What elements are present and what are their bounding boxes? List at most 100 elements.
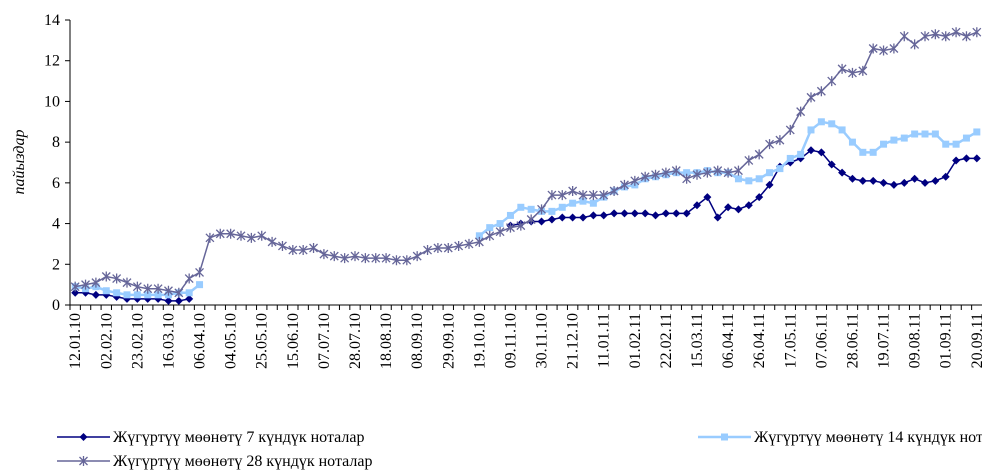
marker — [744, 201, 753, 210]
x-tick-label: 25.05.10 — [254, 313, 271, 369]
legend-label: Жүгүртүү мөөнөтү 14 күндүк ноталар — [754, 429, 982, 446]
marker — [952, 156, 961, 165]
marker — [588, 190, 598, 201]
series — [71, 146, 981, 305]
marker — [91, 290, 100, 299]
marker — [900, 178, 909, 187]
marker — [619, 179, 629, 190]
marker — [869, 176, 878, 185]
marker — [962, 134, 970, 142]
marker — [817, 148, 826, 157]
marker — [807, 126, 815, 134]
marker — [661, 209, 670, 218]
marker — [568, 186, 578, 196]
marker — [495, 226, 505, 237]
legend-item: Жүгүртүү мөөнөтү 14 күндүк ноталар — [698, 429, 982, 446]
x-tick-label: 23.02.10 — [129, 313, 146, 369]
y-tick-label: 12 — [44, 53, 60, 70]
marker — [609, 186, 619, 196]
marker — [920, 31, 930, 42]
series-line — [74, 120, 978, 297]
x-tick-label: 19.10.10 — [471, 313, 488, 369]
marker — [910, 174, 919, 183]
x-tick-label: 15.03.11 — [689, 313, 706, 368]
marker — [486, 224, 494, 232]
marker — [423, 245, 433, 256]
marker — [734, 175, 742, 183]
x-tick-label: 06.04.10 — [192, 313, 209, 369]
marker — [547, 215, 556, 224]
marker — [537, 217, 546, 226]
y-tick-label: 2 — [52, 256, 60, 273]
marker — [755, 175, 763, 183]
marker — [122, 277, 132, 288]
marker — [433, 243, 443, 253]
marker — [713, 165, 723, 176]
marker — [505, 222, 515, 233]
marker — [651, 169, 661, 180]
marker — [277, 240, 287, 251]
marker — [671, 165, 681, 176]
marker — [309, 243, 319, 253]
marker — [776, 165, 784, 173]
marker — [838, 126, 846, 134]
marker — [267, 236, 277, 247]
marker — [672, 209, 681, 218]
marker — [921, 130, 929, 138]
y-tick-label: 8 — [52, 134, 60, 151]
x-tick-label: 07.07.10 — [316, 313, 333, 369]
x-tick-label: 01.09.11 — [938, 313, 955, 368]
marker — [257, 230, 267, 241]
marker — [70, 281, 80, 292]
marker — [599, 211, 608, 220]
marker — [101, 271, 111, 282]
marker — [579, 197, 587, 205]
legend-marker — [79, 433, 88, 441]
marker — [786, 154, 794, 162]
marker — [930, 29, 940, 40]
marker — [102, 287, 110, 295]
legend-item: Жүгүртүү мөөнөтү 28 күндүк ноталар — [57, 453, 372, 470]
x-tick-label: 12.01.10 — [67, 313, 84, 369]
marker — [548, 207, 556, 215]
marker — [828, 120, 836, 128]
marker — [973, 128, 981, 136]
marker — [516, 220, 526, 231]
marker — [733, 165, 743, 176]
marker — [185, 289, 193, 297]
marker — [185, 294, 194, 303]
x-tick-label: 26.04.11 — [751, 313, 768, 368]
marker — [568, 213, 577, 222]
marker — [164, 296, 173, 305]
marker — [972, 154, 981, 163]
marker — [889, 43, 899, 54]
marker — [91, 277, 101, 288]
marker — [899, 31, 909, 42]
marker — [754, 149, 764, 160]
marker — [879, 178, 888, 187]
marker — [196, 281, 204, 289]
marker — [236, 230, 246, 241]
marker — [921, 178, 929, 187]
marker — [765, 139, 775, 150]
marker — [879, 45, 889, 56]
y-tick-label: 6 — [52, 175, 60, 192]
marker — [475, 232, 483, 240]
marker — [858, 176, 867, 185]
y-tick-label: 10 — [44, 93, 60, 110]
marker — [785, 124, 795, 135]
marker — [817, 118, 825, 126]
marker — [517, 203, 525, 211]
marker — [651, 211, 660, 220]
marker — [661, 167, 671, 178]
marker — [557, 190, 567, 201]
x-tick-label: 28.06.11 — [844, 313, 861, 368]
x-tick-label: 17.05.11 — [782, 313, 799, 368]
marker — [215, 228, 225, 239]
marker — [693, 201, 701, 210]
series — [71, 118, 981, 299]
marker — [71, 288, 80, 297]
marker — [443, 243, 453, 253]
marker — [797, 150, 805, 158]
